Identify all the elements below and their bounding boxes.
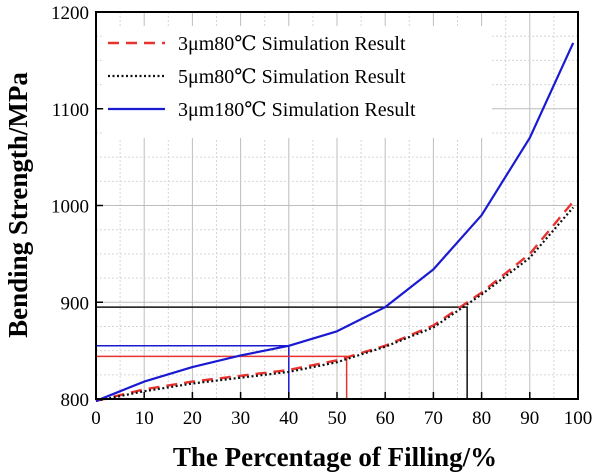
y-axis-title: Bending Strength/MPa — [3, 72, 33, 338]
x-axis-title: The Percentage of Filling/% — [173, 442, 497, 472]
legend-label-3: 3μm180℃ Simulation Result — [178, 99, 416, 121]
series-line-2 — [95, 206, 575, 403]
x-tick-label: 10 — [135, 408, 154, 429]
x-tick-label: 90 — [520, 408, 539, 429]
legend-label-1: 3μm80℃ Simulation Result — [178, 33, 406, 55]
series-lines — [95, 42, 575, 403]
x-tick-label: 80 — [472, 408, 491, 429]
series-line-3 — [95, 42, 575, 402]
x-tick-label: 60 — [376, 408, 395, 429]
legend-box — [104, 26, 492, 138]
y-tick-label: 1000 — [51, 197, 89, 218]
y-tick-label: 800 — [61, 390, 90, 411]
y-tick-label: 1200 — [51, 3, 89, 24]
x-tick-label: 20 — [183, 408, 202, 429]
x-tick-label: 40 — [279, 408, 298, 429]
legend: 3μm80℃ Simulation Result 5μm80℃ Simulatio… — [108, 33, 416, 121]
x-tick-label: 0 — [91, 408, 101, 429]
tick-labels: 0 10 20 30 40 50 60 70 80 90 100 800 900 1000 1100 1200 — [51, 3, 592, 429]
y-tick-label: 900 — [61, 293, 90, 314]
tick-marks — [95, 11, 579, 400]
x-tick-label: 30 — [231, 408, 250, 429]
x-tick-label: 50 — [328, 408, 347, 429]
reference-line — [96, 306, 468, 399]
x-tick-label: 70 — [424, 408, 443, 429]
legend-label-2: 5μm80℃ Simulation Result — [178, 66, 406, 88]
series-line-1 — [95, 200, 575, 403]
x-tick-label: 100 — [564, 408, 593, 429]
y-tick-label: 1100 — [52, 100, 89, 121]
